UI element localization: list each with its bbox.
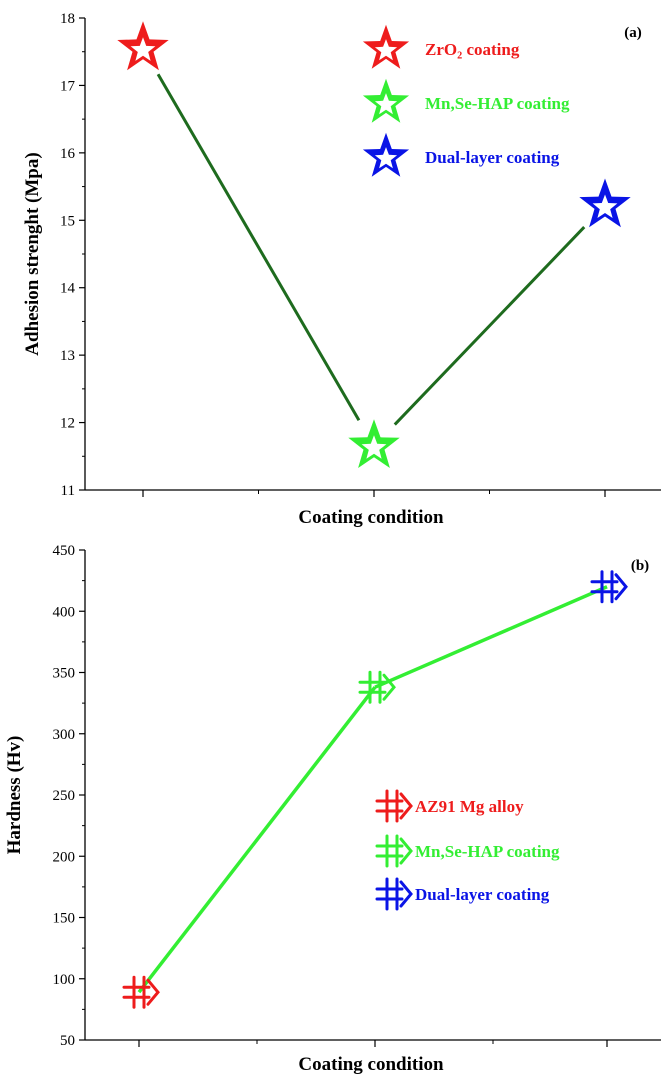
series-line-segment [156,73,361,421]
legend-marker-icon-arrow-head [399,837,413,865]
legend: ZrO₂ coating Mn,Se-HAP coating Dual-layer … [362,24,570,177]
legend-label: Dual-layer coating [425,148,560,167]
x-axis-title: Coating condition [298,1054,444,1075]
y-tick-label: 18 [60,11,75,27]
y-tick-label: 350 [53,666,76,682]
y-axis-title: Hardness (Hv) [4,736,25,855]
series-line-segment [374,585,608,689]
data-point-marker-arrow-head [382,673,396,701]
chart-panel-a: 11 12 13 14 15 16 17 18 Coating condition Adhesio… [22,11,661,528]
data-point-marker [122,975,160,1009]
series-line-segment [393,226,586,426]
legend-label: AZ91 Mg alloy [415,797,524,816]
legend-marker-icon [375,834,413,868]
legend-label: ZrO₂ coating [425,40,520,59]
y-tick-label: 150 [53,911,76,927]
legend-label: Mn,Se-HAP coating [415,842,560,861]
panel-label: (b) [631,558,649,574]
legend: AZ91 Mg alloy Mn,Se-HAP coating Dual-layer… [375,789,560,911]
y-tick-label: 200 [53,849,76,865]
data-point-star-hollow [592,194,618,218]
data-point-marker [358,670,396,704]
legend-star-icon-hollow [374,147,398,169]
legend-marker-icon [375,877,413,911]
y-tick-label: 100 [53,972,76,988]
data-point-marker-arrow-head [614,573,628,601]
legend-marker-icon-arrow-head [399,880,413,908]
legend-label: Dual-layer coating [415,885,550,904]
data-point-marker [590,570,628,604]
y-tick-label: 450 [53,543,76,559]
data-point-star-hollow [130,37,156,61]
y-tick-label: 11 [61,483,75,499]
y-tick-label: 400 [53,604,76,620]
data-point-star-hollow [361,435,387,459]
legend-marker-icon-arrow-head [399,792,413,820]
y-tick-label: 15 [60,213,75,229]
legend-label: Mn,Se-HAP coating [425,94,570,113]
legend-marker-icon [375,789,413,823]
y-tick-label: 300 [53,727,76,743]
y-tick-label: 16 [60,146,76,162]
y-tick-label: 14 [60,281,76,297]
y-tick-label: 13 [60,348,75,364]
legend-star-icon-hollow [374,39,398,61]
chart-panel-b: 50 100 150 200 250 300 350 400 450 Coating condit… [4,543,661,1075]
y-axis-title: Adhesion strenght (Mpa) [22,152,43,355]
y-tick-label: 17 [60,78,76,94]
panel-label: (a) [624,25,642,41]
series-line-segment [137,686,377,994]
y-tick-label: 50 [60,1033,75,1049]
legend-star-icon-hollow [374,93,398,115]
y-tick-label: 12 [60,416,75,432]
y-tick-label: 250 [53,788,76,804]
data-point-marker-arrow-head [146,978,160,1006]
x-axis-title: Coating condition [298,507,444,528]
